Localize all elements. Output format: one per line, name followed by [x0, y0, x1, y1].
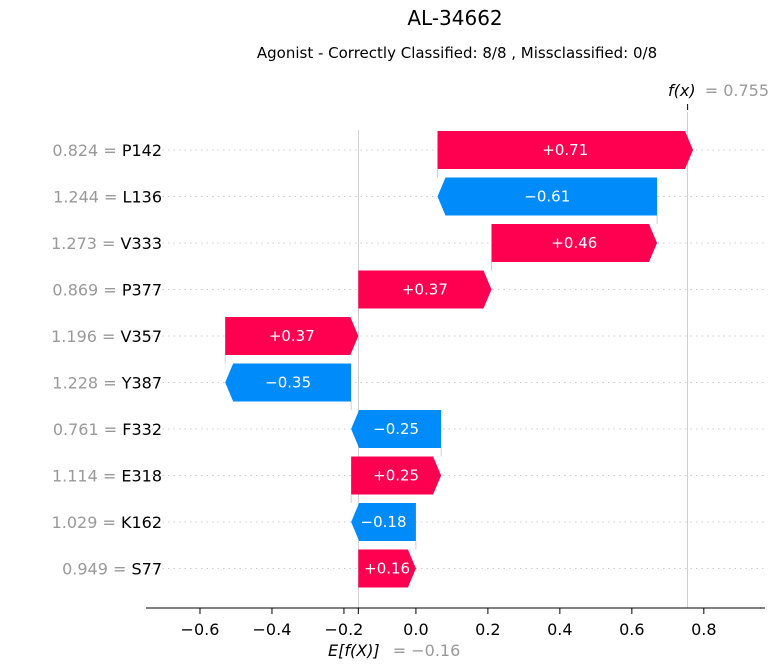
bar-label-e318: +0.25	[373, 467, 419, 485]
feature-label-e318: 1.114 = E318	[52, 467, 162, 486]
x-tick-label: 0.0	[403, 620, 428, 639]
bar-k162	[351, 503, 416, 541]
feature-name: P142	[122, 141, 162, 160]
bar-connectors	[224, 169, 658, 550]
feature-label-p142: 0.824 = P142	[52, 141, 162, 160]
feature-label-v333: 1.273 = V333	[51, 234, 162, 253]
chart-title: AL-34662	[407, 6, 502, 30]
base-value-annotation: E[f(X)] = −0.16	[328, 641, 460, 660]
feature-value: 1.228 =	[52, 374, 121, 393]
bar-p377	[358, 270, 492, 309]
feature-label-s77: 0.949 = S77	[62, 560, 162, 579]
feature-name: V333	[121, 234, 162, 253]
bar-label-f332: −0.25	[373, 420, 419, 438]
x-tick-label: 0.4	[547, 620, 572, 639]
feature-value: 0.761 =	[53, 420, 122, 439]
feature-value: 0.869 =	[52, 281, 121, 300]
feature-label-k162: 1.029 = K162	[52, 513, 162, 532]
feature-name: F332	[122, 420, 162, 439]
bar-label-p377: +0.37	[402, 281, 448, 299]
output-value-text: f(x) = 0.755	[668, 81, 769, 100]
feature-value: 1.029 =	[52, 513, 121, 532]
bar-label-s77: +0.16	[364, 560, 410, 578]
x-tick-label: 0.6	[619, 620, 644, 639]
feature-value: 1.114 =	[52, 467, 121, 486]
x-tick-label: −0.2	[325, 620, 364, 639]
x-tick-label: −0.6	[181, 620, 220, 639]
output-value-annotation: f(x) = 0.755	[668, 81, 769, 110]
feature-label-v357: 1.196 = V357	[51, 327, 162, 346]
feature-value: 0.949 =	[62, 560, 131, 579]
feature-name: Y387	[121, 374, 162, 393]
feature-name: V357	[121, 327, 162, 346]
bar-v357	[225, 317, 359, 355]
bar-p142	[437, 131, 694, 169]
output-value-symbol: f(x)	[668, 81, 696, 100]
bar-label-v357: +0.37	[269, 327, 315, 345]
feature-labels: 0.824 = P142 1.244 = L136 1.273 = V333 0.86…	[51, 141, 162, 579]
x-tick-label: 0.8	[691, 620, 716, 639]
feature-value: 1.273 =	[51, 234, 120, 253]
x-tick-label: −0.4	[253, 620, 292, 639]
feature-label-y387: 1.228 = Y387	[52, 374, 162, 393]
feature-label-f332: 0.761 = F332	[53, 420, 162, 439]
bar-l136	[437, 177, 658, 216]
chart-subtitle: Agonist - Correctly Classified: 8/8 , Mi…	[257, 44, 657, 62]
bar-y387	[225, 363, 352, 402]
output-value-number: = 0.755	[705, 81, 769, 100]
bar-e318	[351, 456, 442, 495]
feature-name: P377	[122, 281, 162, 300]
feature-name: K162	[121, 513, 162, 532]
bar-label-k162: −0.18	[361, 513, 407, 531]
base-value-number: = −0.16	[393, 641, 461, 660]
bar-s77	[358, 549, 416, 588]
feature-value: 0.824 =	[52, 141, 121, 160]
bar-label-v333: +0.46	[551, 234, 597, 252]
feature-name: L136	[123, 188, 162, 207]
contribution-bars: +0.71 −0.61 +0.46 +0.37 +0.37 −0.35 −0.25 +0.25…	[225, 131, 694, 588]
x-tick-label: 0.2	[475, 620, 500, 639]
bar-v333	[491, 224, 658, 262]
feature-value: 1.196 =	[51, 327, 120, 346]
feature-name: S77	[131, 560, 162, 579]
bar-label-l136: −0.61	[524, 188, 570, 206]
feature-value: 1.244 =	[53, 188, 122, 207]
bar-label-p142: +0.71	[542, 141, 588, 159]
feature-label-p377: 0.869 = P377	[52, 281, 162, 300]
bar-f332	[351, 410, 442, 448]
bar-label-y387: −0.35	[265, 374, 311, 392]
x-axis: −0.6 −0.4 −0.2 0.0 0.2 0.4 0.6 0.8	[146, 607, 765, 639]
base-value-symbol: E[f(X)]	[328, 641, 380, 660]
feature-label-l136: 1.244 = L136	[53, 188, 162, 207]
base-value-text: E[f(X)] = −0.16	[328, 641, 460, 660]
feature-name: E318	[121, 467, 162, 486]
